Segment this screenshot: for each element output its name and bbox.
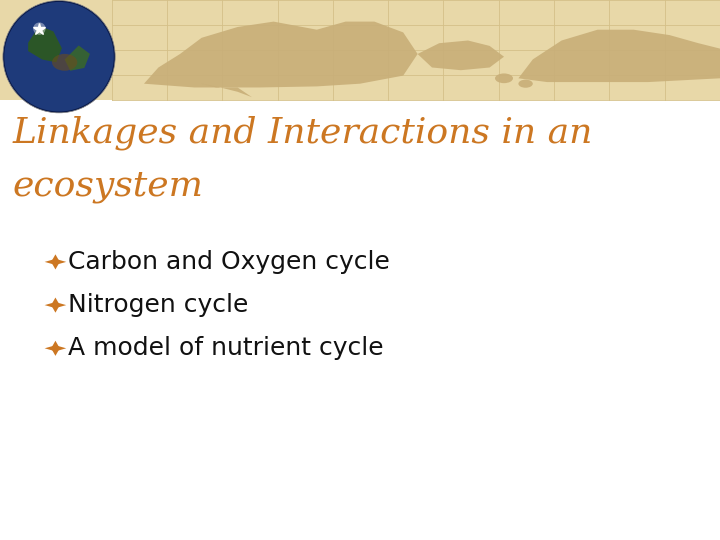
Polygon shape	[65, 45, 90, 71]
Polygon shape	[144, 22, 418, 87]
Polygon shape	[28, 26, 62, 62]
Polygon shape	[55, 259, 66, 265]
Bar	[0, 0, 720, 100]
Text: Linkages and Interactions in an: Linkages and Interactions in an	[13, 115, 593, 150]
Ellipse shape	[53, 303, 58, 307]
Text: A model of nutrient cycle: A model of nutrient cycle	[68, 336, 384, 360]
Text: Carbon and Oxygen cycle: Carbon and Oxygen cycle	[68, 250, 390, 274]
Polygon shape	[51, 254, 60, 262]
Polygon shape	[51, 341, 60, 348]
Polygon shape	[51, 298, 60, 305]
Ellipse shape	[52, 54, 77, 71]
Polygon shape	[202, 84, 252, 97]
Ellipse shape	[518, 79, 533, 87]
Polygon shape	[45, 259, 55, 265]
Polygon shape	[51, 305, 60, 313]
Polygon shape	[418, 40, 504, 70]
Polygon shape	[51, 262, 60, 269]
Polygon shape	[45, 302, 55, 308]
Polygon shape	[51, 348, 60, 356]
Text: ecosystem: ecosystem	[13, 170, 204, 203]
Ellipse shape	[495, 73, 513, 83]
Ellipse shape	[4, 2, 114, 111]
Ellipse shape	[53, 347, 58, 350]
Text: Nitrogen cycle: Nitrogen cycle	[68, 293, 249, 317]
Polygon shape	[45, 345, 55, 352]
Polygon shape	[55, 302, 66, 308]
Polygon shape	[518, 30, 720, 82]
Polygon shape	[55, 345, 66, 352]
Ellipse shape	[3, 1, 115, 113]
Ellipse shape	[33, 23, 45, 35]
Ellipse shape	[53, 260, 58, 264]
